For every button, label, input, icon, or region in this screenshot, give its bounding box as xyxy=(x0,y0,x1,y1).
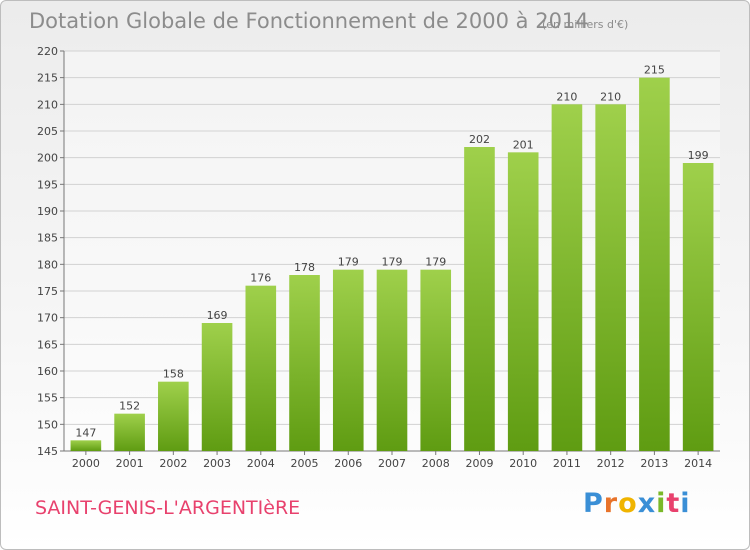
bar xyxy=(420,269,452,451)
x-tick-label: 2014 xyxy=(684,457,712,470)
x-tick-label: 2004 xyxy=(247,457,275,470)
y-tick-label: 205 xyxy=(37,125,58,138)
bar-value-label: 158 xyxy=(163,368,184,381)
bar-value-label: 202 xyxy=(469,133,490,146)
y-tick-label: 185 xyxy=(37,232,58,245)
bar-value-label: 169 xyxy=(207,309,228,322)
bar xyxy=(639,77,670,452)
x-tick-label: 2005 xyxy=(291,457,319,470)
logo-letter: i xyxy=(656,488,667,519)
y-tick-label: 210 xyxy=(37,98,58,111)
y-tick-label: 170 xyxy=(37,312,58,325)
y-tick-label: 160 xyxy=(37,365,58,378)
bar xyxy=(201,323,233,451)
x-tick-label: 2000 xyxy=(72,457,100,470)
bar-value-label: 179 xyxy=(382,256,403,269)
y-tick-label: 200 xyxy=(37,152,58,165)
logo-letter: P xyxy=(583,488,604,519)
bar-value-label: 178 xyxy=(294,261,315,274)
bar-value-label: 152 xyxy=(119,400,140,413)
x-tick-label: 2008 xyxy=(422,457,450,470)
y-tick-label: 150 xyxy=(37,418,58,431)
x-tick-label: 2003 xyxy=(203,457,231,470)
logo-letter: t xyxy=(666,488,681,519)
x-tick-label: 2002 xyxy=(159,457,187,470)
y-tick-label: 220 xyxy=(37,45,58,58)
y-tick-label: 195 xyxy=(37,178,58,191)
bar-value-label: 179 xyxy=(425,256,446,269)
bar xyxy=(376,269,408,451)
bar xyxy=(332,269,364,451)
bar xyxy=(114,413,145,451)
bar-value-label: 199 xyxy=(688,149,709,162)
bar xyxy=(289,275,320,451)
x-tick-label: 2011 xyxy=(553,457,581,470)
bar xyxy=(507,152,539,452)
logo-letter: i xyxy=(680,488,691,519)
x-tick-label: 2006 xyxy=(334,457,362,470)
y-tick-label: 145 xyxy=(37,445,58,458)
logo-letter: x xyxy=(637,488,657,519)
bar-value-label: 215 xyxy=(644,64,665,77)
logo-letter: o xyxy=(618,488,638,519)
bar-value-label: 179 xyxy=(338,256,359,269)
bar-value-label: 210 xyxy=(600,90,621,103)
bar-value-label: 147 xyxy=(75,426,96,439)
bar xyxy=(245,285,277,451)
commune-name: SAINT-GENIS-L'ARGENTIèRE xyxy=(35,497,301,519)
x-tick-label: 2012 xyxy=(597,457,625,470)
y-tick-label: 180 xyxy=(37,258,58,271)
x-tick-label: 2009 xyxy=(465,457,493,470)
x-tick-label: 2010 xyxy=(509,457,537,470)
bar-value-label: 176 xyxy=(250,272,271,285)
bar xyxy=(682,163,714,451)
chart-unit-note: (en milliers d'€) xyxy=(542,18,629,31)
bar xyxy=(464,147,495,451)
x-tick-label: 2013 xyxy=(640,457,668,470)
y-tick-label: 175 xyxy=(37,285,58,298)
proxiti-logo[interactable]: Proxiti xyxy=(583,488,691,519)
y-tick-label: 155 xyxy=(37,392,58,405)
bar xyxy=(551,104,583,451)
x-tick-label: 2001 xyxy=(116,457,144,470)
bar xyxy=(595,104,626,451)
bar xyxy=(70,440,102,451)
chart-title: Dotation Globale de Fonctionnement de 20… xyxy=(29,9,589,33)
bar xyxy=(158,381,189,451)
logo-letter: r xyxy=(603,488,619,519)
bar-value-label: 210 xyxy=(556,90,577,103)
bar-value-label: 201 xyxy=(513,138,534,151)
y-tick-label: 215 xyxy=(37,72,58,85)
y-tick-label: 190 xyxy=(37,205,58,218)
x-tick-label: 2007 xyxy=(378,457,406,470)
y-tick-label: 165 xyxy=(37,338,58,351)
